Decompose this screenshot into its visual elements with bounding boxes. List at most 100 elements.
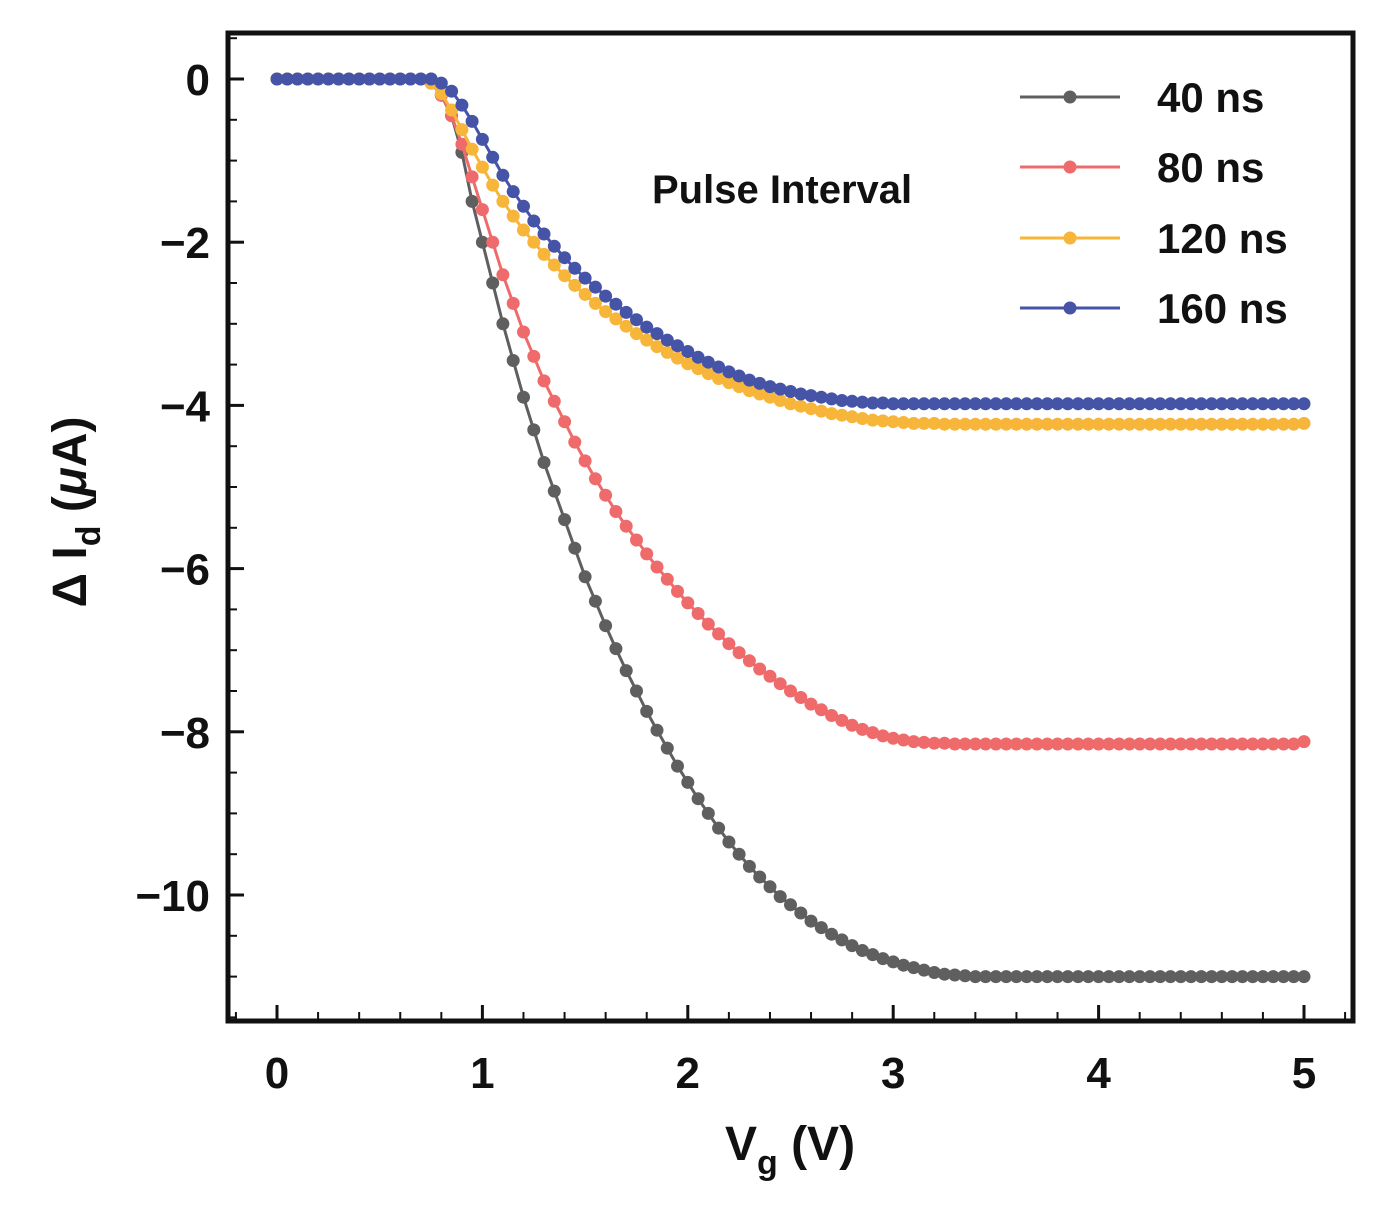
- data-point: [599, 305, 613, 319]
- data-point: [701, 806, 715, 820]
- data-point: [1040, 970, 1054, 984]
- data-point: [609, 312, 623, 326]
- data-point: [1256, 417, 1270, 431]
- data-point: [773, 677, 787, 691]
- data-point: [835, 408, 849, 422]
- data-point: [1153, 397, 1167, 411]
- legend-swatch-marker: [1063, 90, 1077, 104]
- data-point: [742, 373, 756, 387]
- data-point: [763, 380, 777, 394]
- data-point: [1184, 970, 1198, 984]
- data-point: [968, 737, 982, 751]
- data-point: [1184, 737, 1198, 751]
- data-point: [886, 397, 900, 411]
- data-point: [599, 289, 613, 303]
- legend-annotation: Pulse Interval: [652, 168, 912, 212]
- data-point: [1071, 737, 1085, 751]
- data-point: [1287, 417, 1301, 431]
- data-point: [1030, 737, 1044, 751]
- data-point: [1040, 417, 1054, 431]
- data-point: [1297, 970, 1311, 984]
- data-point: [588, 296, 602, 310]
- legend-label: 160 ns: [1157, 285, 1288, 332]
- data-point: [712, 372, 726, 385]
- data-point: [732, 369, 746, 383]
- data-point: [527, 349, 541, 363]
- data-point: [732, 847, 746, 861]
- data-point: [640, 704, 654, 718]
- data-point: [763, 669, 777, 683]
- data-point: [784, 684, 797, 698]
- data-point: [280, 72, 294, 86]
- data-point: [609, 642, 623, 656]
- data-point: [588, 594, 602, 608]
- data-point: [979, 737, 993, 751]
- data-point: [1246, 737, 1260, 751]
- data-point: [475, 132, 489, 146]
- data-point: [1020, 970, 1034, 984]
- data-point: [712, 627, 726, 641]
- data-point: [886, 955, 900, 969]
- data-point: [1153, 737, 1167, 751]
- data-point: [886, 731, 900, 745]
- data-point: [691, 350, 705, 364]
- data-point: [1061, 397, 1075, 411]
- data-point: [1040, 737, 1054, 751]
- y-tick-label: −10: [135, 872, 210, 921]
- data-point: [989, 397, 1003, 411]
- data-point: [876, 952, 890, 966]
- data-point: [989, 970, 1003, 984]
- data-point: [445, 84, 459, 98]
- data-point: [1051, 970, 1064, 984]
- data-point: [537, 227, 551, 241]
- x-tick-label: 3: [881, 1049, 905, 1098]
- data-point: [1266, 397, 1280, 411]
- data-point: [496, 317, 510, 331]
- x-tick-label: 1: [470, 1049, 494, 1098]
- data-point: [1297, 397, 1311, 411]
- data-point: [948, 417, 962, 431]
- y-tick-label: −2: [160, 219, 210, 268]
- data-point: [558, 415, 572, 429]
- data-point: [1174, 970, 1188, 984]
- data-point: [742, 859, 756, 873]
- data-point: [1194, 417, 1208, 431]
- data-point: [1112, 417, 1126, 431]
- data-point: [773, 394, 787, 407]
- data-point: [968, 397, 982, 411]
- data-point: [1112, 737, 1126, 751]
- data-point: [301, 72, 315, 86]
- data-point: [866, 396, 880, 410]
- data-point: [722, 365, 736, 379]
- data-point: [855, 412, 869, 425]
- data-point: [845, 410, 859, 424]
- data-point: [958, 737, 972, 751]
- data-point: [1102, 397, 1116, 411]
- data-point: [948, 397, 962, 411]
- data-point: [722, 637, 736, 651]
- data-point: [1266, 417, 1280, 431]
- data-point: [475, 235, 489, 249]
- data-point: [927, 416, 941, 430]
- data-point: [1030, 417, 1044, 431]
- data-point: [938, 736, 951, 750]
- data-point: [999, 970, 1013, 984]
- data-point: [958, 397, 972, 411]
- data-point: [1277, 397, 1290, 411]
- data-point: [1194, 970, 1208, 984]
- data-point: [897, 397, 910, 411]
- data-point: [517, 199, 530, 213]
- data-point: [691, 362, 705, 376]
- data-point: [527, 235, 541, 249]
- data-point: [321, 72, 335, 86]
- data-point: [465, 114, 479, 128]
- data-point: [835, 394, 849, 407]
- data-point: [1215, 737, 1229, 751]
- data-point: [681, 357, 695, 371]
- data-point: [660, 572, 674, 586]
- y-axis-title-sub: d: [70, 525, 108, 546]
- data-point: [1205, 970, 1219, 984]
- data-point: [1020, 737, 1034, 751]
- data-point: [1009, 417, 1023, 431]
- data-point: [1194, 397, 1208, 411]
